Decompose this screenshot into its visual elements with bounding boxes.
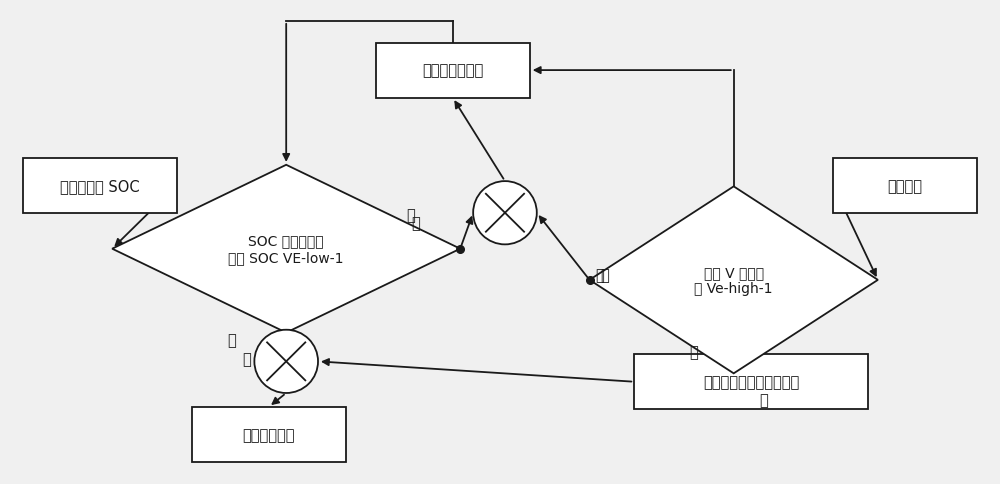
Ellipse shape: [254, 330, 318, 393]
FancyBboxPatch shape: [376, 44, 530, 98]
Text: 否: 否: [595, 268, 604, 283]
Text: 否: 否: [411, 215, 420, 230]
Text: 纯电动行驶模式: 纯电动行驶模式: [422, 63, 483, 78]
Text: 实际车速: 实际车速: [888, 178, 923, 193]
Text: 否: 否: [600, 268, 609, 283]
Text: 是: 是: [242, 352, 251, 367]
Ellipse shape: [473, 182, 537, 245]
Text: 是: 是: [759, 393, 768, 408]
Text: 充电行驶模式: 充电行驶模式: [243, 427, 295, 442]
Polygon shape: [590, 187, 878, 374]
Text: 是: 是: [690, 345, 698, 360]
Polygon shape: [112, 166, 460, 333]
FancyBboxPatch shape: [23, 158, 177, 213]
FancyBboxPatch shape: [634, 354, 868, 409]
Text: 动力蓄电池 SOC: 动力蓄电池 SOC: [60, 178, 140, 193]
FancyBboxPatch shape: [833, 158, 977, 213]
Text: SOC 是否小于或
等于 SOC VE-low-1: SOC 是否小于或 等于 SOC VE-low-1: [228, 234, 344, 264]
Text: 否: 否: [406, 208, 415, 223]
Text: 是: 是: [227, 333, 236, 348]
FancyBboxPatch shape: [192, 407, 346, 462]
Text: 发动机驱动高速行驶模式: 发动机驱动高速行驶模式: [703, 375, 799, 390]
Text: 车速 V 是否大
于 Ve-high-1: 车速 V 是否大 于 Ve-high-1: [694, 265, 773, 295]
